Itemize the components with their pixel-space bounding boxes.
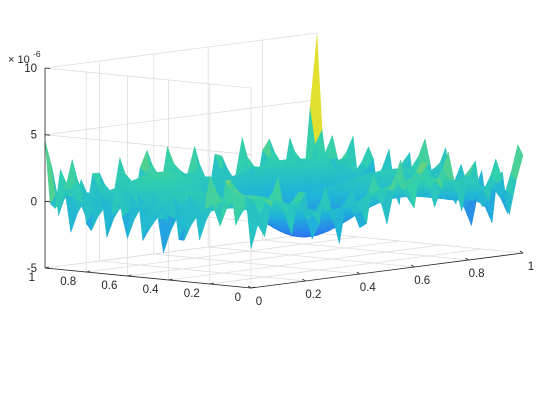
grid-line-y-floor bbox=[44, 232, 318, 269]
x-tick-label: 0.8 bbox=[469, 268, 485, 280]
z-tick-mark bbox=[44, 134, 51, 136]
grid-line-x-floor bbox=[316, 232, 524, 254]
z-exponent-label: × 10 -6 bbox=[8, 49, 41, 66]
z-tick-label: 0 bbox=[31, 196, 37, 208]
grid-line-y-floor bbox=[86, 236, 359, 273]
z-multiplier-text: × 10 bbox=[8, 54, 30, 66]
y-tick-label: 0.6 bbox=[101, 280, 117, 292]
grid-line-y-floor bbox=[168, 244, 441, 281]
x-tick-label: 1 bbox=[528, 261, 534, 273]
axes-frame bbox=[44, 67, 524, 289]
z-tick-mark bbox=[44, 200, 51, 203]
grid-line-x-floor bbox=[262, 239, 469, 261]
grid-line-y-floor bbox=[127, 240, 400, 277]
x-tick-label: 0.4 bbox=[360, 282, 377, 294]
y-tick-label: 0.4 bbox=[143, 284, 160, 296]
y-tick-mark bbox=[250, 286, 256, 289]
x-tick-mark bbox=[302, 278, 306, 282]
y-tick-label: 0 bbox=[235, 292, 241, 304]
z-tick-label: 5 bbox=[31, 130, 37, 142]
y-tick-label: 0.2 bbox=[184, 288, 200, 300]
y-tick-mark bbox=[44, 266, 50, 269]
y-tick-mark bbox=[168, 278, 173, 281]
surface-patch bbox=[510, 144, 524, 182]
x-tick-label: 0.2 bbox=[305, 289, 321, 301]
z-tick-mark bbox=[44, 67, 51, 69]
x-tick-label: 0 bbox=[256, 296, 262, 308]
grid-line-x-floor bbox=[99, 260, 306, 282]
y-tick-label: 0.8 bbox=[60, 276, 76, 288]
z-tick-label: 10 bbox=[24, 63, 37, 75]
y-tick-mark bbox=[209, 282, 214, 285]
grid-line-y-floor bbox=[209, 248, 482, 285]
x-tick-mark bbox=[519, 250, 524, 254]
grid-line-x-floor bbox=[208, 246, 415, 268]
z-multiplier-exponent: -6 bbox=[33, 49, 41, 59]
x-tick-mark bbox=[247, 285, 252, 289]
y-tick-mark bbox=[127, 274, 132, 277]
grid-line-x-floor bbox=[153, 253, 360, 275]
x-tick-mark bbox=[410, 264, 415, 268]
x-tick-label: 0.6 bbox=[414, 275, 430, 287]
y-tick-label: 1 bbox=[29, 272, 35, 284]
surface-patch bbox=[44, 140, 58, 205]
x-tick-mark bbox=[465, 257, 469, 261]
z-tick-label: -5 bbox=[27, 263, 37, 275]
x-tick-mark bbox=[356, 271, 361, 275]
surface-plot bbox=[44, 35, 524, 253]
y-tick-mark bbox=[86, 270, 91, 273]
